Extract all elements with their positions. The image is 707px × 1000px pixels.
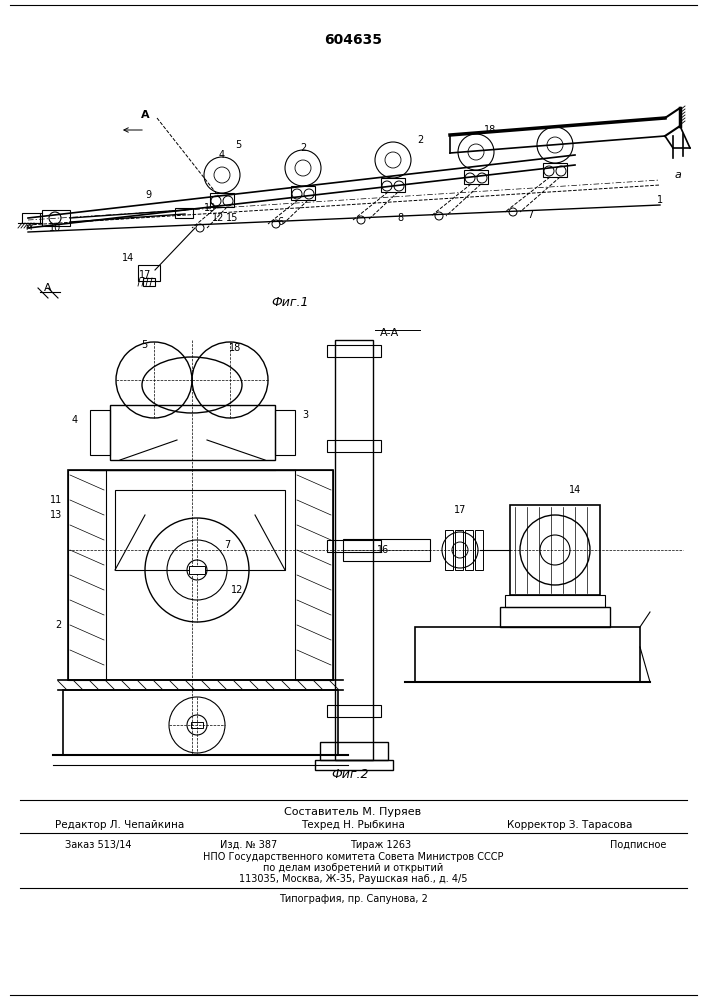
Bar <box>500 607 610 627</box>
Text: 1: 1 <box>657 195 663 205</box>
Bar <box>455 530 463 570</box>
Text: 2: 2 <box>417 135 423 145</box>
Bar <box>90 410 110 455</box>
Bar <box>295 470 333 680</box>
Text: 2: 2 <box>55 620 61 630</box>
Bar <box>327 705 381 717</box>
Bar <box>210 193 234 207</box>
Bar <box>510 505 600 595</box>
Text: 4: 4 <box>219 150 225 160</box>
Bar <box>191 722 203 728</box>
Text: 3: 3 <box>302 410 308 420</box>
Text: 113035, Москва, Ж-35, Раушская наб., д. 4/5: 113035, Москва, Ж-35, Раушская наб., д. … <box>239 874 467 884</box>
Bar <box>415 627 640 682</box>
Text: 5: 5 <box>141 340 147 350</box>
Text: НПО Государственного комитета Совета Министров СССР: НПО Государственного комитета Совета Мин… <box>203 852 503 862</box>
Text: 5: 5 <box>235 140 241 150</box>
Bar <box>327 540 381 552</box>
Text: 11: 11 <box>50 495 62 505</box>
Text: 9: 9 <box>145 190 151 200</box>
Bar <box>315 760 393 770</box>
Bar <box>115 490 285 570</box>
Bar <box>475 530 483 570</box>
Bar <box>505 595 605 607</box>
Text: Заказ 513/14: Заказ 513/14 <box>65 840 132 850</box>
Bar <box>464 170 488 184</box>
Bar <box>175 208 193 218</box>
Bar <box>381 178 405 192</box>
Bar <box>68 470 106 680</box>
Text: а: а <box>674 170 682 180</box>
Bar <box>327 345 381 357</box>
Text: 2: 2 <box>300 143 306 153</box>
Text: по делам изобретений и открытий: по делам изобретений и открытий <box>263 863 443 873</box>
Bar <box>275 410 295 455</box>
Bar <box>320 742 388 760</box>
Text: 18: 18 <box>229 343 241 353</box>
Text: Типография, пр. Сапунова, 2: Типография, пр. Сапунова, 2 <box>279 894 428 904</box>
Text: м: м <box>25 224 31 232</box>
Text: 7: 7 <box>527 210 533 220</box>
Text: 12: 12 <box>230 585 243 595</box>
Bar <box>327 440 381 452</box>
Bar <box>335 340 373 760</box>
Text: 6: 6 <box>277 217 283 227</box>
Text: 14: 14 <box>569 485 581 495</box>
Text: 10: 10 <box>49 223 61 233</box>
Text: 16: 16 <box>377 545 389 555</box>
Text: 4: 4 <box>72 415 78 425</box>
Bar <box>42 210 70 226</box>
Bar <box>465 530 473 570</box>
Bar <box>68 470 333 680</box>
Text: Фиг.2: Фиг.2 <box>332 768 369 782</box>
Bar <box>189 566 205 574</box>
Text: 18: 18 <box>484 125 496 135</box>
Bar <box>143 278 155 286</box>
Text: Изд. № 387: Изд. № 387 <box>220 840 277 850</box>
Bar <box>291 186 315 200</box>
Text: 604635: 604635 <box>324 33 382 47</box>
Text: 13: 13 <box>50 510 62 520</box>
Text: 17: 17 <box>139 270 151 280</box>
Bar <box>138 265 160 281</box>
Bar <box>343 539 430 561</box>
Text: Редактор Л. Чепайкина: Редактор Л. Чепайкина <box>55 820 185 830</box>
Text: 12: 12 <box>212 213 224 223</box>
Text: Подписное: Подписное <box>610 840 667 850</box>
Text: А: А <box>141 110 149 120</box>
Text: Корректор З. Тарасова: Корректор З. Тарасова <box>508 820 633 830</box>
Text: 13: 13 <box>204 203 216 213</box>
Text: Фиг.1: Фиг.1 <box>271 296 309 308</box>
Bar <box>543 163 567 177</box>
Text: Составитель М. Пуряев: Составитель М. Пуряев <box>284 807 421 817</box>
Bar <box>110 405 275 460</box>
Text: 14: 14 <box>122 253 134 263</box>
Text: Тираж 1263: Тираж 1263 <box>350 840 411 850</box>
Text: 15: 15 <box>226 213 238 223</box>
Text: А: А <box>44 283 52 293</box>
Bar <box>63 690 338 755</box>
Text: 7: 7 <box>224 540 230 550</box>
Bar <box>22 213 40 223</box>
Text: 17: 17 <box>454 505 466 515</box>
Text: А-А: А-А <box>380 328 399 338</box>
Text: Техред Н. Рыбкина: Техред Н. Рыбкина <box>301 820 405 830</box>
Text: 8: 8 <box>397 213 403 223</box>
Bar <box>445 530 453 570</box>
